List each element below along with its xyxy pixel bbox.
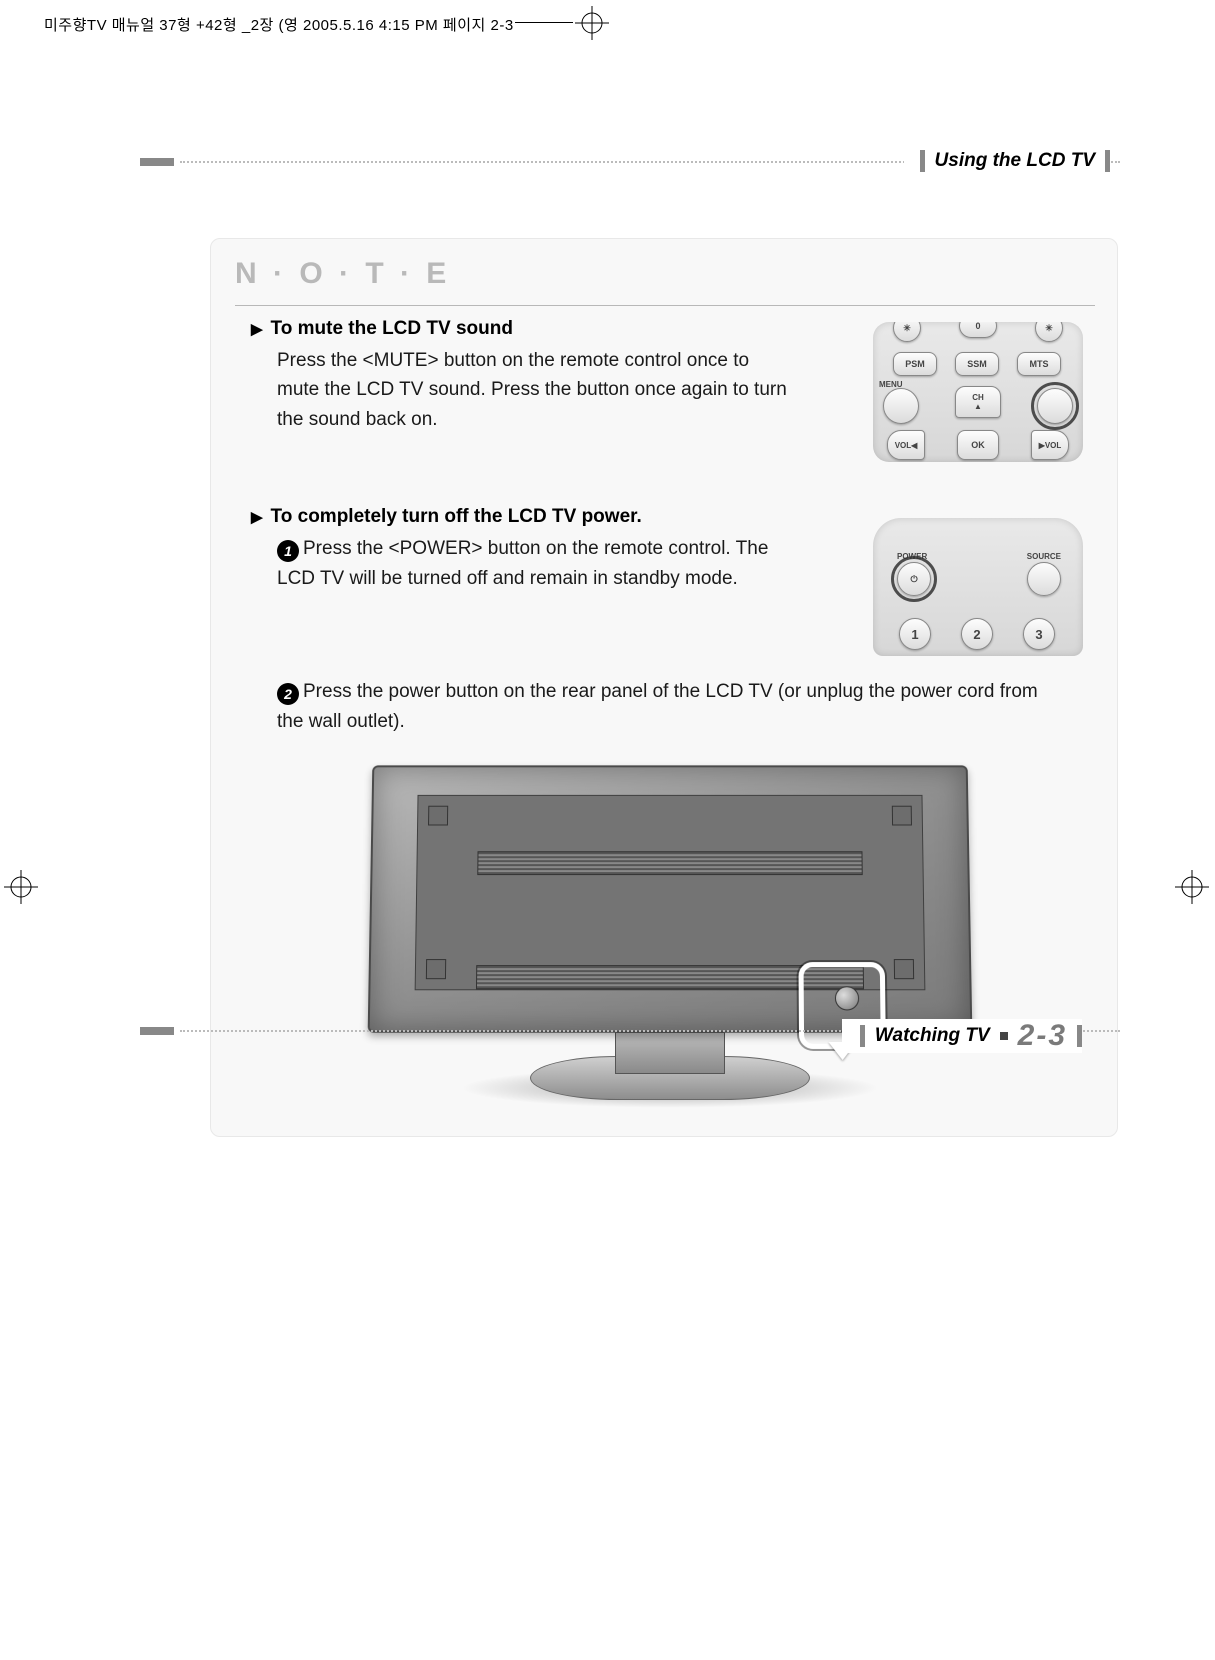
tv-screw (894, 959, 914, 979)
note-box: N · O · T · E ▶ To mute the LCD TV sound… (210, 238, 1118, 1137)
footer-label: Watching TV (875, 1025, 990, 1047)
highlight-ring (891, 556, 937, 602)
triangle-icon: ▶ (251, 320, 263, 338)
registration-mark-left (4, 870, 38, 904)
page-number: 2-3 (1018, 1019, 1067, 1053)
vbar-icon (860, 1025, 865, 1047)
remote-mts-button: MTS (1017, 352, 1061, 376)
print-meta-rule (515, 22, 573, 23)
power-heading-text: To completely turn off the LCD TV power. (271, 506, 642, 528)
triangle-icon: ▶ (251, 508, 263, 526)
footer-dot-icon (1000, 1032, 1008, 1040)
vbar-icon (920, 150, 925, 172)
highlight-ring (1031, 382, 1079, 430)
remote-psm-button: PSM (893, 352, 937, 376)
tv-panel (415, 795, 926, 990)
section-title: Using the LCD TV (904, 150, 1110, 172)
print-metadata: 미주향TV 매뉴얼 37형 +42형 _2장 (영 2005.5.16 4:15… (44, 14, 514, 35)
remote-vol-right-button: ▶ VOL (1031, 430, 1069, 460)
tv-grille (477, 851, 862, 875)
note-title: N · O · T · E (235, 257, 1093, 291)
tv-body (368, 765, 973, 1032)
step-number-1: 1 (277, 540, 299, 562)
remote-ch-up-button: CH▲ (955, 386, 1001, 418)
vbar-icon (1105, 150, 1110, 172)
remote-num-2: 2 (961, 618, 993, 650)
remote-figure-mute: ✳ 0 ✳ PSM SSM MTS MENU CH▲ VOL ◀ OK ▶ VO… (873, 322, 1083, 462)
remote-num-1: 1 (899, 618, 931, 650)
tv-screw (892, 806, 912, 826)
section-title-text: Using the LCD TV (935, 150, 1095, 172)
remote-button: ✳ (1035, 322, 1063, 342)
source-label: SOURCE (1027, 552, 1061, 561)
page-footer: Watching TV 2-3 (842, 1019, 1082, 1053)
remote-button: ✳ (893, 322, 921, 342)
mute-section: ▶ To mute the LCD TV sound Press the <MU… (211, 306, 1117, 434)
footer-bar (140, 1027, 174, 1035)
remote-figure-power: POWER SOURCE ⏻ 1 2 3 (873, 518, 1083, 656)
step-number-2: 2 (277, 683, 299, 705)
header-rule: Using the LCD TV (140, 120, 1120, 168)
remote-ok-button: OK (957, 430, 999, 460)
vbar-icon (1077, 1025, 1082, 1047)
tv-rear-figure (350, 758, 990, 1108)
remote-menu-button (883, 388, 919, 424)
remote-source-button (1027, 562, 1061, 596)
power-step2: 2Press the power button on the rear pane… (251, 677, 1089, 736)
header-bar (140, 158, 174, 166)
power-section: ▶ To completely turn off the LCD TV powe… (211, 494, 1117, 593)
tv-neck (615, 1032, 725, 1074)
remote-ssm-button: SSM (955, 352, 999, 376)
tv-screw (428, 806, 448, 826)
remote-vol-left-button: VOL ◀ (887, 430, 925, 460)
mute-heading-text: To mute the LCD TV sound (271, 318, 513, 340)
tv-screw (426, 959, 446, 979)
remote-num-3: 3 (1023, 618, 1055, 650)
remote-button: 0 (959, 322, 997, 338)
page-content: Using the LCD TV N · O · T · E ▶ To mute… (140, 120, 1120, 1137)
registration-mark-right (1175, 870, 1209, 904)
registration-mark-top (575, 6, 609, 40)
